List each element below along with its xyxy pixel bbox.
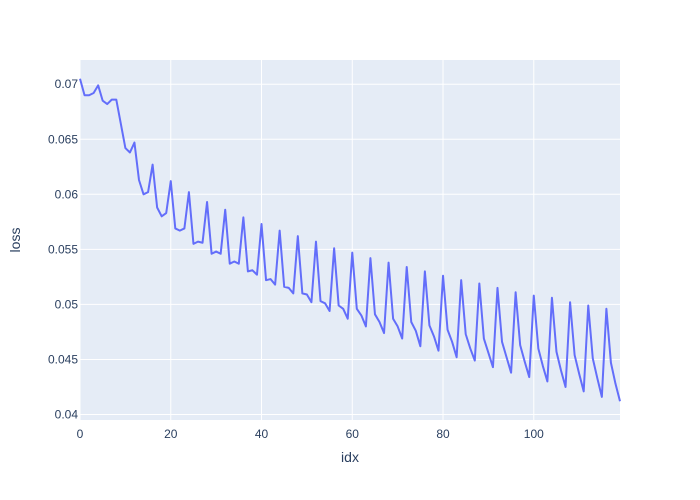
x-tick-label: 0 xyxy=(77,427,84,441)
x-axis-title: idx xyxy=(341,449,359,465)
x-tick-label: 20 xyxy=(164,427,178,441)
y-tick-label: 0.055 xyxy=(48,242,78,256)
x-tick-label: 40 xyxy=(255,427,269,441)
x-tick-label: 60 xyxy=(346,427,360,441)
plot-background xyxy=(80,60,620,420)
series-line xyxy=(79,78,621,402)
y-tick-label: 0.045 xyxy=(48,352,78,366)
x-axis-ticks: 0 20 40 60 80 100 xyxy=(77,427,544,441)
y-axis-title: loss xyxy=(7,228,23,253)
y-tick-label: 0.05 xyxy=(55,297,79,311)
y-tick-label: 0.04 xyxy=(55,407,79,421)
x-tick-label: 100 xyxy=(524,427,544,441)
y-axis-ticks: 0.04 0.045 0.05 0.055 0.06 0.065 0.07 xyxy=(48,77,78,421)
series-layer xyxy=(79,78,621,402)
grid-lines xyxy=(79,60,620,420)
x-tick-label: 80 xyxy=(436,427,450,441)
y-tick-label: 0.06 xyxy=(55,187,79,201)
y-tick-label: 0.065 xyxy=(48,132,78,146)
y-tick-label: 0.07 xyxy=(55,77,79,91)
